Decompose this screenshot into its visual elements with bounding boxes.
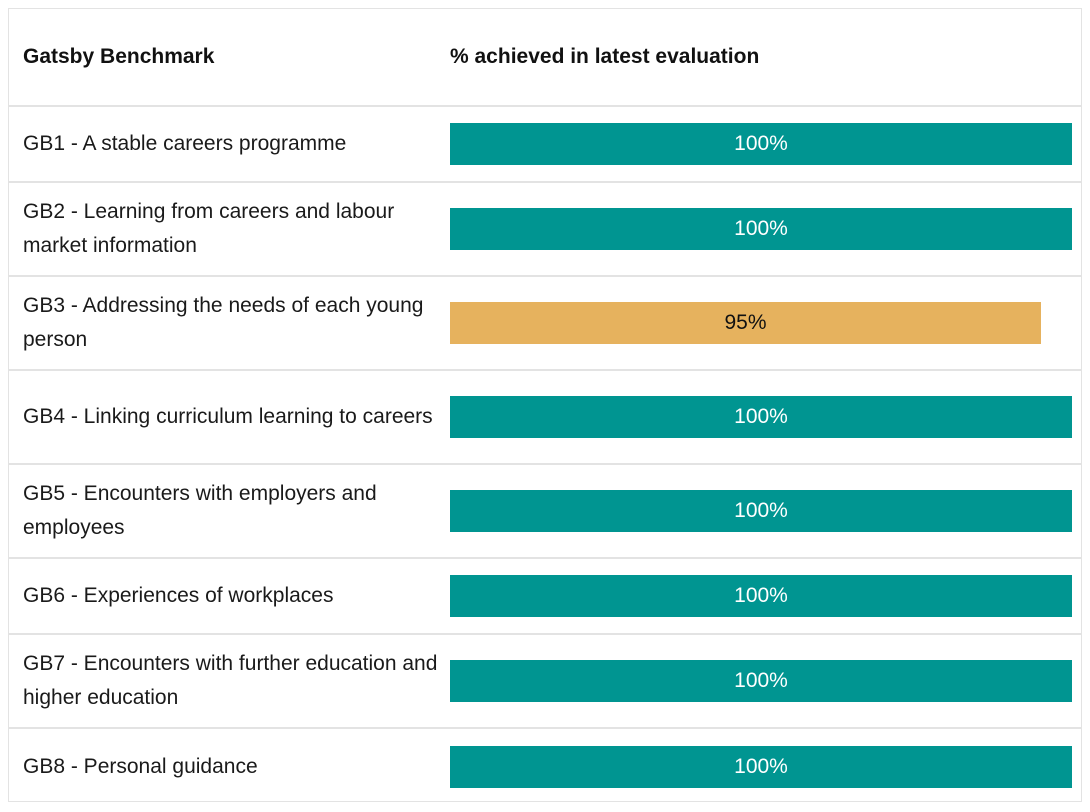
bar-track: 100%	[450, 490, 1072, 532]
percent-value-label: 100%	[734, 217, 788, 240]
percent-bar: 100%	[450, 660, 1072, 702]
bar-track: 100%	[450, 396, 1072, 438]
percent-bar: 100%	[450, 208, 1072, 250]
bar-track: 100%	[450, 575, 1072, 617]
table-row: GB7 - Encounters with further education …	[9, 635, 1081, 729]
table-row: GB5 - Encounters with employers and empl…	[9, 465, 1081, 559]
header-percent-achieved: % achieved in latest evaluation	[450, 45, 760, 68]
percent-bar: 100%	[450, 396, 1072, 438]
table-header-row: Gatsby Benchmark % achieved in latest ev…	[9, 9, 1081, 107]
bar-track: 100%	[450, 123, 1072, 165]
header-benchmark: Gatsby Benchmark	[23, 45, 215, 68]
table-row: GB3 - Addressing the needs of each young…	[9, 277, 1081, 371]
percent-value-label: 100%	[734, 405, 788, 428]
percent-value-label: 100%	[734, 669, 788, 692]
bar-track: 100%	[450, 208, 1072, 250]
table-row: GB6 - Experiences of workplaces 100%	[9, 559, 1081, 635]
benchmark-label: GB2 - Learning from careers and labour m…	[23, 200, 395, 257]
percent-bar: 100%	[450, 123, 1072, 165]
table-row: GB1 - A stable careers programme 100%	[9, 107, 1081, 183]
gatsby-benchmark-table: Gatsby Benchmark % achieved in latest ev…	[8, 8, 1082, 802]
percent-bar: 100%	[450, 746, 1072, 788]
percent-bar: 100%	[450, 490, 1072, 532]
benchmark-label: GB6 - Experiences of workplaces	[23, 584, 334, 607]
benchmark-label: GB7 - Encounters with further education …	[23, 652, 438, 709]
table-row: GB2 - Learning from careers and labour m…	[9, 183, 1081, 277]
benchmark-label: GB5 - Encounters with employers and empl…	[23, 482, 377, 539]
percent-value-label: 100%	[734, 584, 788, 607]
table-row: GB8 - Personal guidance 100%	[9, 729, 1081, 805]
percent-value-label: 100%	[734, 499, 788, 522]
percent-value-label: 100%	[734, 132, 788, 155]
benchmark-label: GB8 - Personal guidance	[23, 755, 258, 778]
table-body: GB1 - A stable careers programme 100% GB2 …	[9, 107, 1081, 805]
percent-bar: 95%	[450, 302, 1041, 344]
benchmark-label: GB3 - Addressing the needs of each young…	[23, 294, 424, 351]
benchmark-label: GB4 - Linking curriculum learning to car…	[23, 405, 433, 428]
benchmark-label: GB1 - A stable careers programme	[23, 132, 347, 155]
bar-track: 100%	[450, 746, 1072, 788]
percent-value-label: 95%	[724, 311, 767, 334]
percent-value-label: 100%	[734, 755, 788, 778]
percent-bar: 100%	[450, 575, 1072, 617]
bar-track: 100%	[450, 660, 1072, 702]
bar-track: 95%	[450, 302, 1072, 344]
table-row: GB4 - Linking curriculum learning to car…	[9, 371, 1081, 465]
